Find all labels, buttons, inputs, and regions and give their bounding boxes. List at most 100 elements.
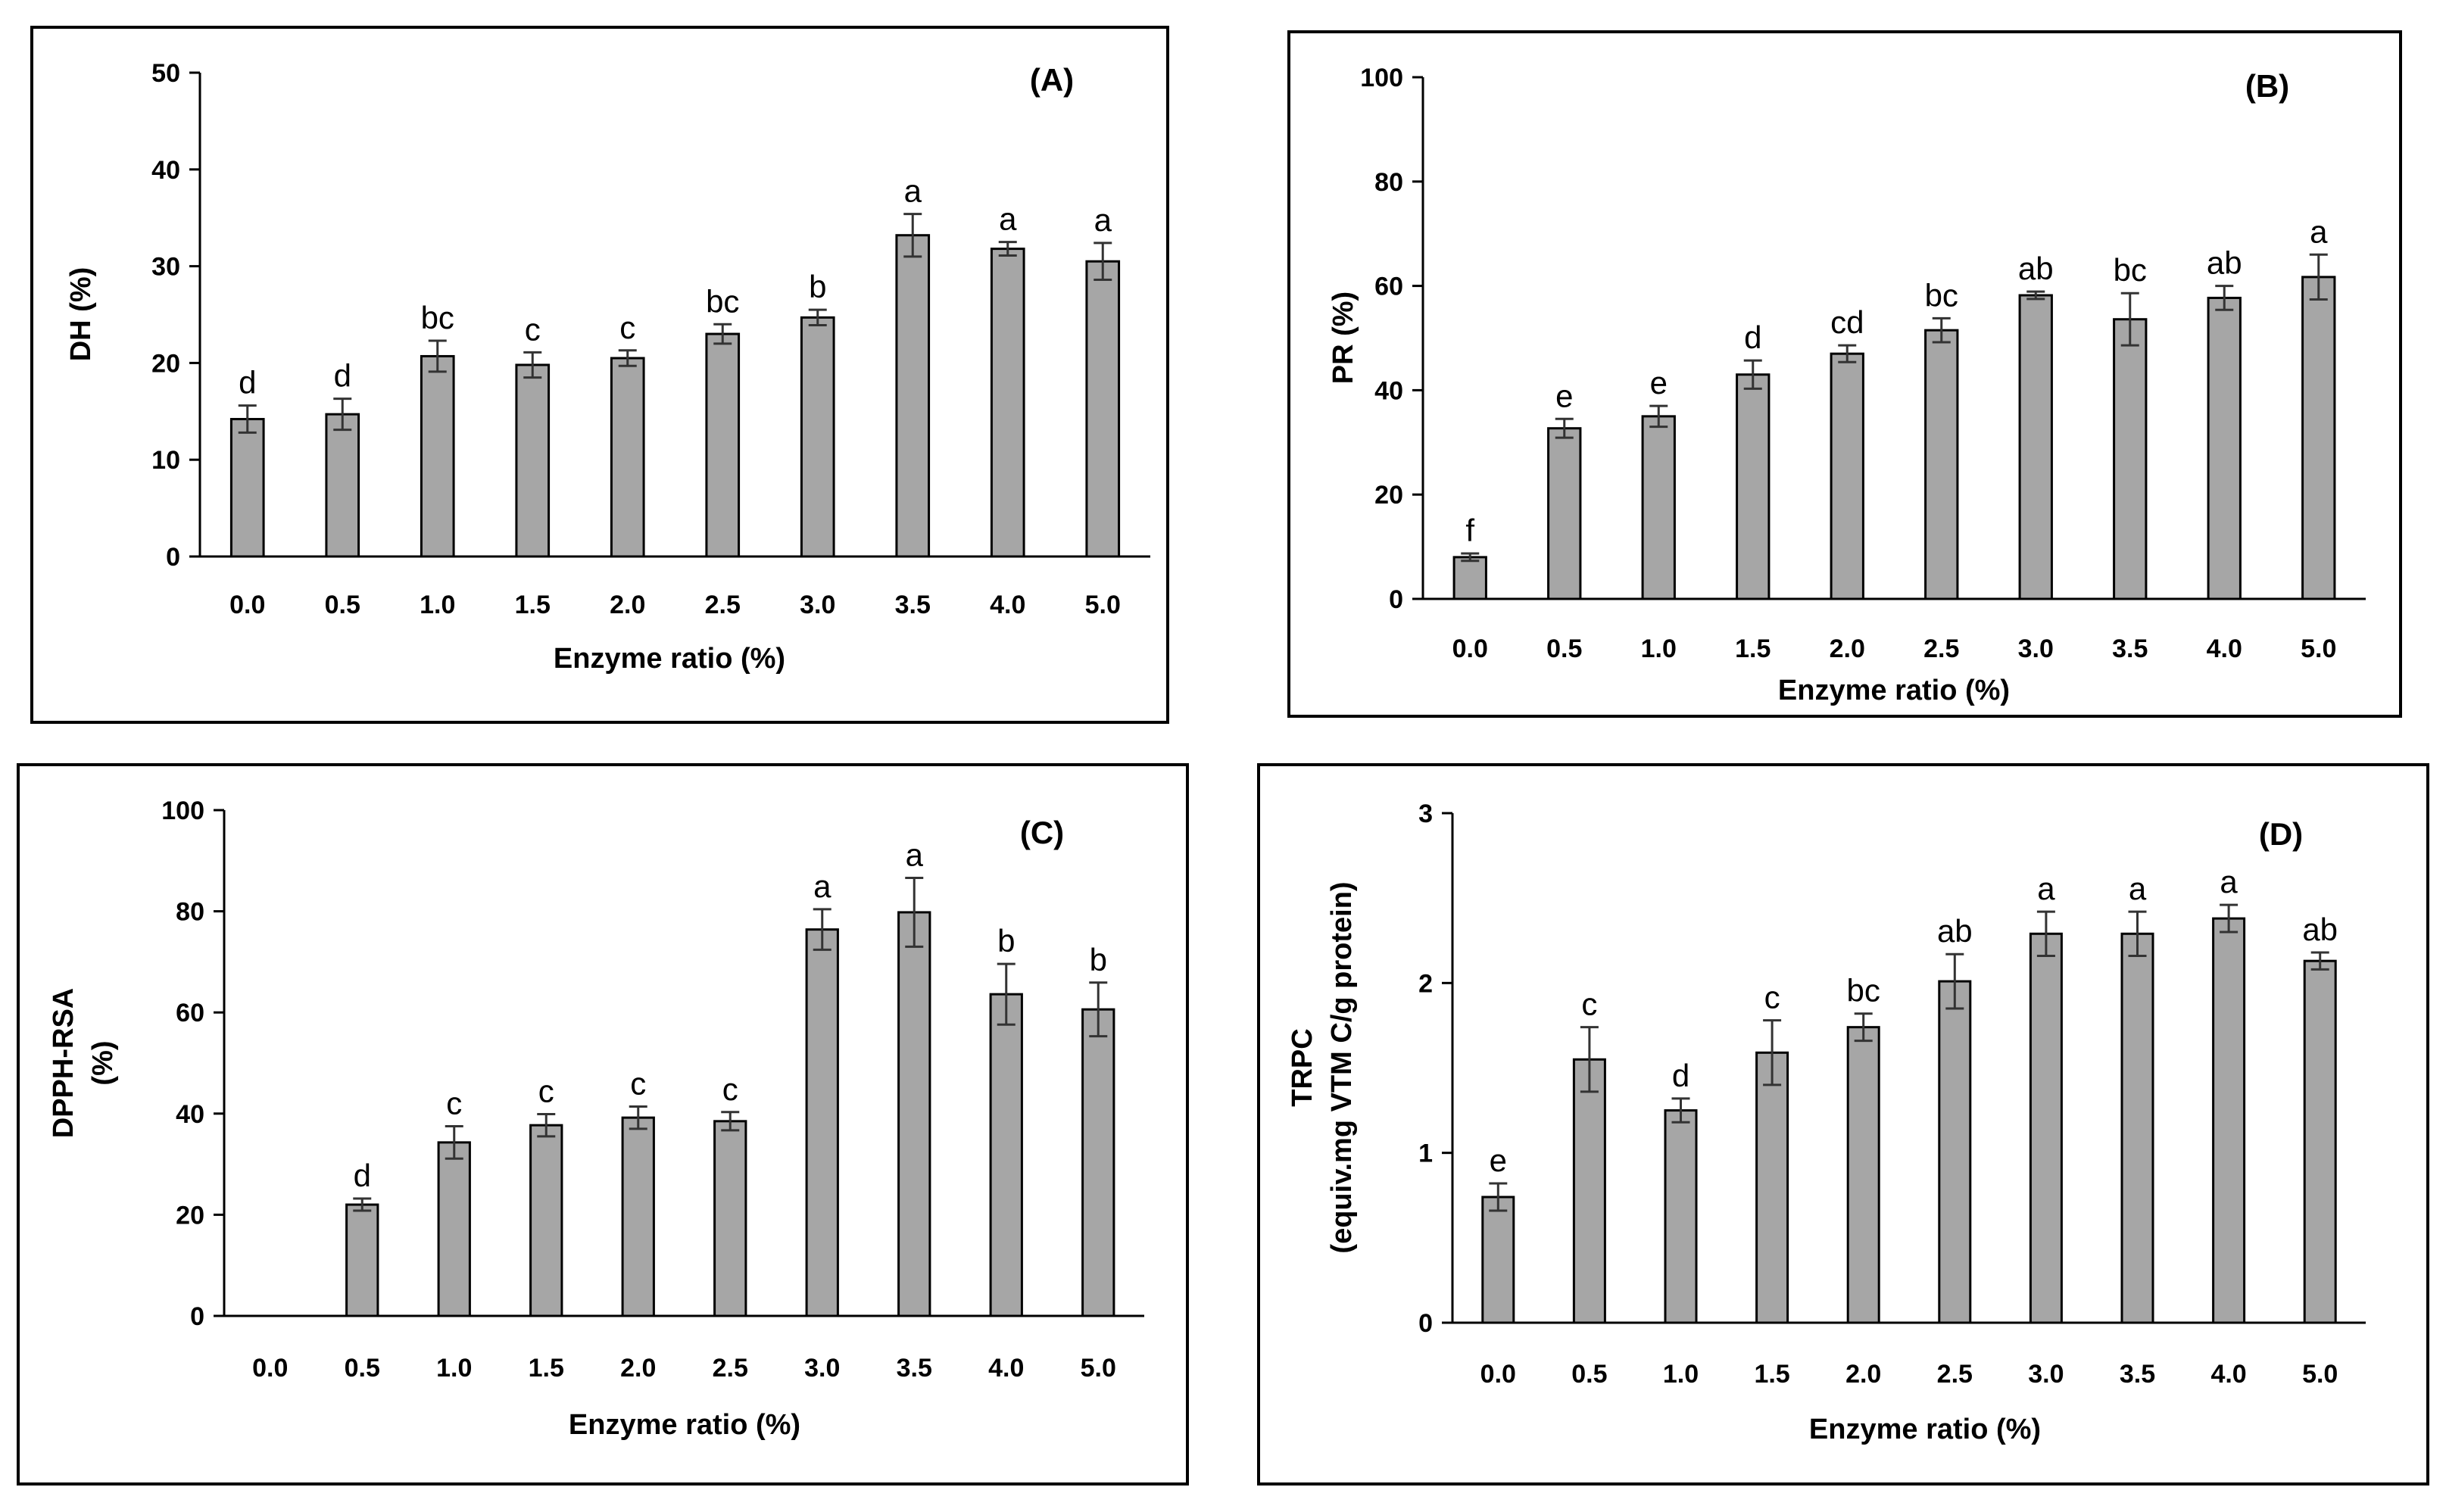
bar (1830, 352, 1864, 600)
significance-letter: bc (2114, 252, 2147, 288)
significance-letter: c (1764, 980, 1780, 1015)
panel-label: (C) (1020, 815, 1064, 850)
x-tick-label: 0.5 (345, 1354, 380, 1383)
x-tick-label: 5.0 (1085, 591, 1121, 619)
y-tick-label: 0 (166, 543, 180, 572)
bar (621, 1116, 655, 1317)
significance-letter: a (904, 173, 922, 209)
x-tick-label: 2.5 (1923, 634, 1959, 663)
y-axis-title: PR (%) (1328, 291, 1359, 384)
y-tick-label: 40 (151, 156, 180, 185)
chart-b-svg: 020406080100f0.0e0.5e1.0d1.5cd2.0bc2.5ab… (1328, 64, 2366, 706)
y-tick-label: 50 (151, 59, 180, 88)
y-tick-label: 0 (1389, 585, 1403, 614)
significance-letter: f (1465, 513, 1474, 548)
significance-letter: b (997, 923, 1015, 959)
x-tick-label: 3.5 (2120, 1360, 2155, 1389)
significance-letter: ab (2018, 251, 2054, 286)
significance-letter: bc (1925, 277, 1958, 313)
panel-label: (B) (2245, 68, 2289, 104)
chart-c-svg: 0 20 40 60 80 100 0.0 d 0.5 c 1.0 c 1.5 c 2.0 c 2.5 a 3.0 a… (48, 797, 1144, 1441)
y-tick-label: 100 (1360, 64, 1403, 92)
x-tick-label: 0.5 (1571, 1360, 1607, 1389)
x-tick-label: 4.0 (988, 1354, 1024, 1383)
significance-letter: cd (1830, 304, 1864, 340)
bar (800, 316, 835, 558)
chart-d-svg: 0 1 2 3 e 0.0 c 0.5 d 1.0 c 1.5 bc 2.0 ab 2.5 a 3.0 a 3.5 a 4… (1287, 800, 2366, 1445)
significance-letter: d (354, 1158, 371, 1193)
x-tick-label: 3.0 (2018, 634, 2054, 663)
x-tick-label: 1.0 (420, 591, 455, 619)
y-axis-subtitle: (equiv.mg VTM C/g protein) (1326, 881, 1358, 1253)
y-tick-label: 60 (1374, 273, 1403, 301)
y-tick-label: 80 (1374, 168, 1403, 197)
significance-letter: ab (2207, 245, 2242, 281)
bar (1755, 1051, 1789, 1324)
y-tick-label: 0 (190, 1302, 204, 1331)
x-tick-label: 0.5 (325, 591, 360, 619)
bar (989, 993, 1023, 1317)
x-tick-label: 4.0 (2210, 1360, 2246, 1389)
x-tick-label: 3.5 (895, 591, 931, 619)
significance-letter: a (906, 837, 924, 873)
significance-letter: ab (2302, 912, 2338, 947)
x-tick-label: 3.0 (800, 591, 835, 619)
y-tick-label: 1 (1418, 1139, 1433, 1168)
significance-letter: e (1555, 378, 1573, 413)
x-tick-label: 4.0 (2207, 634, 2242, 663)
bar (1641, 415, 1676, 600)
bar (529, 1124, 563, 1317)
x-tick-label: 2.0 (1845, 1360, 1881, 1389)
significance-letter: a (2220, 864, 2238, 899)
bar (437, 1141, 471, 1317)
bar (1924, 329, 1959, 600)
y-tick-label: 0 (1418, 1309, 1433, 1338)
x-tick-label: 5.0 (1081, 1354, 1116, 1383)
x-tick-label: 1.5 (1754, 1360, 1789, 1389)
panel-label: (D) (2259, 816, 2303, 852)
y-tick-label: 30 (151, 253, 180, 282)
bar (1452, 556, 1487, 600)
y-tick-label: 3 (1418, 800, 1433, 828)
bar (1572, 1058, 1606, 1324)
significance-letter: d (239, 365, 256, 401)
significance-letter: a (813, 868, 831, 904)
y-axis-title: DPPH-RSA (48, 988, 80, 1138)
bar (420, 354, 455, 558)
bar (2018, 294, 2053, 600)
bar (2303, 959, 2337, 1324)
significance-letter: c (525, 311, 541, 347)
bar (1846, 1026, 1880, 1324)
x-tick-label: 2.5 (1937, 1360, 1973, 1389)
bar (1736, 373, 1771, 600)
bar (2029, 932, 2063, 1324)
bar (325, 413, 360, 558)
x-tick-label: 2.0 (1830, 634, 1865, 663)
x-axis-title: Enzyme ratio (%) (1809, 1414, 2041, 1445)
bar (713, 1120, 747, 1317)
x-tick-label: 1.5 (1735, 634, 1771, 663)
bar (1664, 1109, 1698, 1324)
y-axis-title: TRPC (1287, 1028, 1318, 1106)
panel-c: 0 20 40 60 80 100 0.0 d 0.5 c 1.0 c 1.5 c 2.0 c 2.5 a 3.0 a… (17, 763, 1189, 1486)
x-axis-title: Enzyme ratio (%) (569, 1409, 800, 1441)
x-tick-label: 1.5 (515, 591, 551, 619)
significance-letter: e (1650, 365, 1668, 401)
significance-letter: c (446, 1086, 462, 1121)
bar (515, 363, 551, 558)
x-tick-label: 0.5 (1546, 634, 1582, 663)
x-tick-label: 1.0 (1641, 634, 1677, 663)
x-tick-label: 2.0 (610, 591, 645, 619)
bar (1081, 1008, 1115, 1317)
x-tick-label: 0.0 (1480, 1360, 1516, 1389)
significance-letter: d (1672, 1058, 1689, 1093)
significance-letter: a (2129, 871, 2147, 906)
x-tick-label: 2.0 (620, 1354, 656, 1383)
x-axis-title: Enzyme ratio (%) (1778, 675, 2010, 706)
bar (990, 248, 1025, 558)
x-tick-label: 2.5 (705, 591, 741, 619)
y-axis-title: DH (%) (65, 267, 97, 362)
bar (895, 234, 931, 558)
panel-label: (A) (1030, 62, 1074, 98)
bar (1547, 427, 1582, 600)
